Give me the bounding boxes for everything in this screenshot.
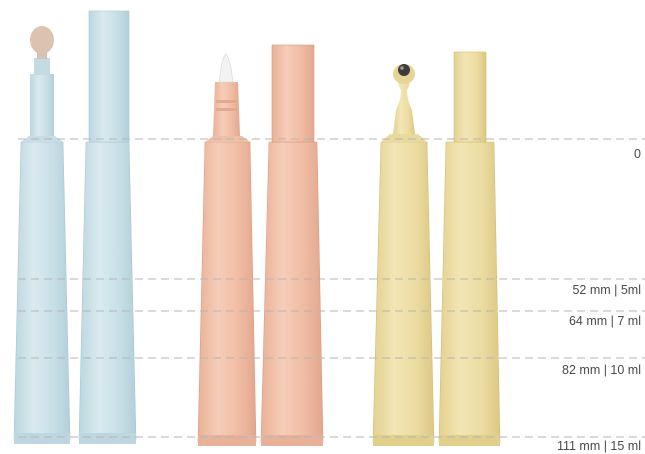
roller-ball-icon bbox=[398, 64, 410, 76]
yellow-roller-ball-tube bbox=[372, 64, 435, 446]
applicator-neck bbox=[30, 74, 54, 136]
peach-brush-applicator-tube bbox=[197, 53, 257, 446]
tube-shoulder bbox=[21, 136, 63, 142]
level-label-zero: 0 bbox=[634, 147, 641, 161]
tube-crimp bbox=[14, 433, 70, 444]
brush-tip-icon bbox=[218, 53, 234, 83]
level-label-111mm: 111 mm | 15 ml bbox=[556, 439, 641, 453]
tube-crimp bbox=[261, 435, 323, 446]
tube-body bbox=[78, 141, 137, 441]
blue-capped-tube bbox=[78, 10, 137, 444]
sponge-tip-icon bbox=[30, 26, 54, 54]
applicator-collar bbox=[34, 58, 50, 75]
tube-shoulder bbox=[381, 134, 427, 142]
tube-crimp bbox=[79, 433, 136, 444]
applicator-ring bbox=[216, 100, 237, 103]
level-label-64mm: 64 mm | 7 ml bbox=[568, 314, 641, 328]
tube-cap bbox=[88, 10, 130, 143]
tube-crimp bbox=[198, 435, 256, 446]
yellow-capped-tube bbox=[438, 51, 501, 446]
blue-sponge-applicator-tube bbox=[13, 26, 71, 444]
level-label-52mm: 52 mm | 5ml bbox=[572, 283, 641, 297]
roller-ball-highlight bbox=[400, 66, 404, 70]
applicator-ring bbox=[216, 108, 237, 111]
tube-body bbox=[372, 141, 435, 443]
tube-body bbox=[13, 141, 71, 441]
tube-cap bbox=[271, 44, 315, 143]
tube-body bbox=[197, 141, 257, 443]
level-guides bbox=[18, 138, 645, 438]
tube-body bbox=[438, 141, 501, 443]
tube-crimp bbox=[439, 435, 500, 446]
applicator-neck bbox=[393, 78, 415, 134]
tube-crimp bbox=[373, 435, 434, 446]
peach-capped-tube bbox=[260, 44, 324, 446]
tube-body bbox=[260, 141, 324, 443]
tube-cap bbox=[453, 51, 487, 143]
level-label-82mm: 82 mm | 10 ml bbox=[562, 363, 641, 377]
